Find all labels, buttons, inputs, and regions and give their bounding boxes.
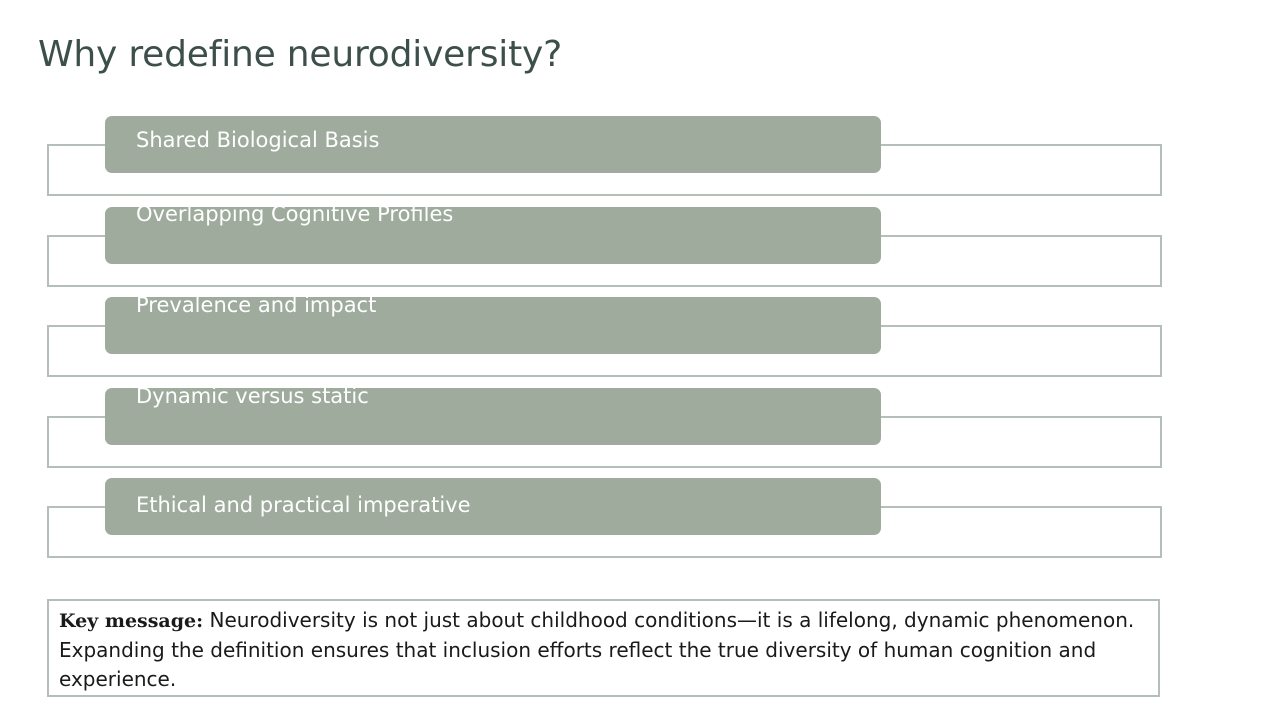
item-pill: Shared Biological Basis [105, 116, 881, 173]
item-pill: Prevalence and impact [105, 293, 881, 354]
list-item-ethical-and-practical-imperative: Ethical and practical imperative [0, 478, 1280, 558]
key-message-box: Key message: Neurodiversity is not just … [47, 599, 1160, 697]
item-label: Prevalence and impact [136, 293, 377, 317]
key-message-label: Key message: [59, 610, 204, 632]
slide-title: Why redefine neurodiversity? [38, 34, 563, 75]
item-pill: Dynamic versus static [105, 384, 881, 445]
list-item-prevalence-and-impact: Prevalence and impact [0, 293, 1280, 377]
item-pill: Ethical and practical imperative [105, 478, 881, 535]
item-label: Ethical and practical imperative [136, 493, 471, 517]
list-item-dynamic-versus-static: Dynamic versus static [0, 384, 1280, 468]
item-pill: Overlapping Cognitive Profiles [105, 202, 881, 264]
list-item-shared-biological-basis: Shared Biological Basis [0, 116, 1280, 196]
item-label: Shared Biological Basis [136, 128, 380, 152]
key-message-text: Neurodiversity is not just about childho… [59, 608, 1135, 691]
item-label: Overlapping Cognitive Profiles [136, 202, 454, 226]
item-label: Dynamic versus static [136, 384, 369, 408]
list-item-overlapping-cognitive-profiles: Overlapping Cognitive Profiles [0, 202, 1280, 287]
